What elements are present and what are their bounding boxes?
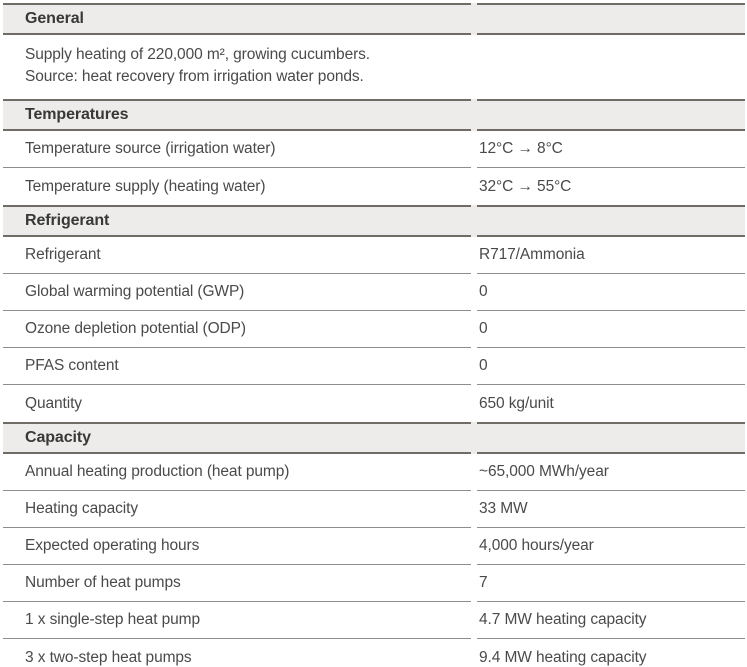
row-odp: Ozone depletion potential (ODP) 0 — [3, 311, 745, 348]
row-label: Number of heat pumps — [3, 565, 471, 602]
row-label: Temperature source (irrigation water) — [3, 131, 471, 168]
row-value: 0 — [477, 274, 745, 311]
general-description: Supply heating of 220,000 m², growing cu… — [3, 35, 471, 99]
section-title-refrigerant: Refrigerant — [3, 205, 471, 237]
row-value: 0 — [477, 348, 745, 385]
row-temperature-source: Temperature source (irrigation water) 12… — [3, 131, 745, 168]
row-label: Temperature supply (heating water) — [25, 177, 266, 195]
section-header-spacer — [477, 422, 745, 454]
section-title-general: General — [3, 3, 471, 35]
row-value: 33 MW — [477, 491, 745, 528]
row-value: 4.7 MW heating capacity — [477, 602, 745, 639]
row-label: Annual heating production (heat pump) — [3, 454, 471, 491]
row-pfas-content: PFAS content 0 — [3, 348, 745, 385]
row-value: 650 kg/unit — [479, 394, 554, 412]
row-heating-capacity: Heating capacity 33 MW — [3, 491, 745, 528]
row-label: Heating capacity — [3, 491, 471, 528]
section-capacity: Capacity Annual heating production (heat… — [3, 422, 745, 667]
section-header-general: General — [3, 3, 745, 35]
section-temperatures: Temperatures Temperature source (irrigat… — [3, 99, 745, 205]
row-value: 0 — [477, 311, 745, 348]
row-quantity: Quantity 650 kg/unit — [3, 385, 745, 422]
general-description-line1: Supply heating of 220,000 m², growing cu… — [25, 46, 371, 63]
section-header-capacity: Capacity — [3, 422, 745, 454]
row-annual-heating-production: Annual heating production (heat pump) ~6… — [3, 454, 745, 491]
row-label: Ozone depletion potential (ODP) — [3, 311, 471, 348]
general-description-spacer — [477, 35, 745, 99]
section-header-temperatures: Temperatures — [3, 99, 745, 131]
general-description-line2: Source: heat recovery from irrigation wa… — [25, 68, 364, 85]
section-title-temperatures: Temperatures — [3, 99, 471, 131]
row-temperature-supply: Temperature supply (heating water) 32°C … — [3, 168, 745, 205]
row-label: Refrigerant — [3, 237, 471, 274]
section-header-spacer — [477, 3, 745, 35]
row-label: Global warming potential (GWP) — [3, 274, 471, 311]
section-refrigerant: Refrigerant Refrigerant R717/Ammonia Glo… — [3, 205, 745, 422]
row-operating-hours: Expected operating hours 4,000 hours/yea… — [3, 528, 745, 565]
row-refrigerant: Refrigerant R717/Ammonia — [3, 237, 745, 274]
section-header-spacer — [477, 205, 745, 237]
row-value: 9.4 MW heating capacity — [479, 648, 647, 666]
row-label: 3 x two-step heat pumps — [25, 648, 192, 666]
general-description-row: Supply heating of 220,000 m², growing cu… — [3, 35, 745, 99]
row-value: ~65,000 MWh/year — [477, 454, 745, 491]
section-header-refrigerant: Refrigerant — [3, 205, 745, 237]
row-value: 4,000 hours/year — [477, 528, 745, 565]
row-label: Quantity — [25, 394, 82, 412]
row-value: 32°C → 55°C — [479, 177, 572, 195]
row-two-step-heat-pumps: 3 x two-step heat pumps 9.4 MW heating c… — [3, 639, 745, 667]
row-gwp: Global warming potential (GWP) 0 — [3, 274, 745, 311]
row-label: 1 x single-step heat pump — [3, 602, 471, 639]
section-general: General Supply heating of 220,000 m², gr… — [3, 3, 745, 99]
row-label: Expected operating hours — [3, 528, 471, 565]
section-title-capacity: Capacity — [3, 422, 471, 454]
row-single-step-heat-pump: 1 x single-step heat pump 4.7 MW heating… — [3, 602, 745, 639]
row-value: 7 — [477, 565, 745, 602]
row-value: R717/Ammonia — [477, 237, 745, 274]
section-header-spacer — [477, 99, 745, 131]
row-number-of-heat-pumps: Number of heat pumps 7 — [3, 565, 745, 602]
row-label: PFAS content — [3, 348, 471, 385]
row-value: 12°C → 8°C — [477, 131, 745, 168]
